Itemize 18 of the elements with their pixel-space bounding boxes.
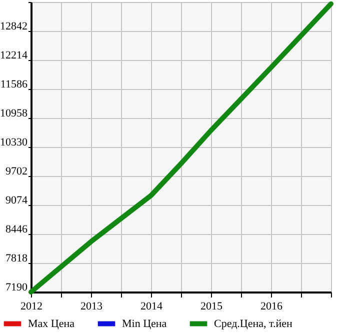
y-tick-label: 9074 bbox=[6, 194, 28, 206]
y-tick-label: 7818 bbox=[6, 252, 28, 264]
x-tick-label: 2013 bbox=[80, 300, 103, 312]
x-tick-label: 2014 bbox=[140, 300, 163, 312]
y-tick-label: 12214 bbox=[0, 50, 28, 62]
legend-label: Сред.Цена, т.йен bbox=[214, 318, 293, 330]
y-tick-label: 11586 bbox=[0, 78, 28, 90]
y-tick-label: 8446 bbox=[6, 224, 28, 236]
x-tick-label: 2016 bbox=[260, 300, 283, 312]
y-tick-label: 7190 bbox=[6, 282, 28, 294]
legend-label: Min Цена bbox=[122, 318, 167, 330]
y-tick-label: 9702 bbox=[6, 166, 28, 178]
y-tick-label: 10330 bbox=[0, 136, 28, 148]
y-tick-label: 10958 bbox=[0, 108, 28, 120]
y-tick-label: 12842 bbox=[0, 20, 28, 32]
x-tick-label: 2015 bbox=[200, 300, 223, 312]
x-tick-label: 2012 bbox=[20, 300, 42, 312]
legend-label: Max Цена bbox=[28, 318, 75, 330]
